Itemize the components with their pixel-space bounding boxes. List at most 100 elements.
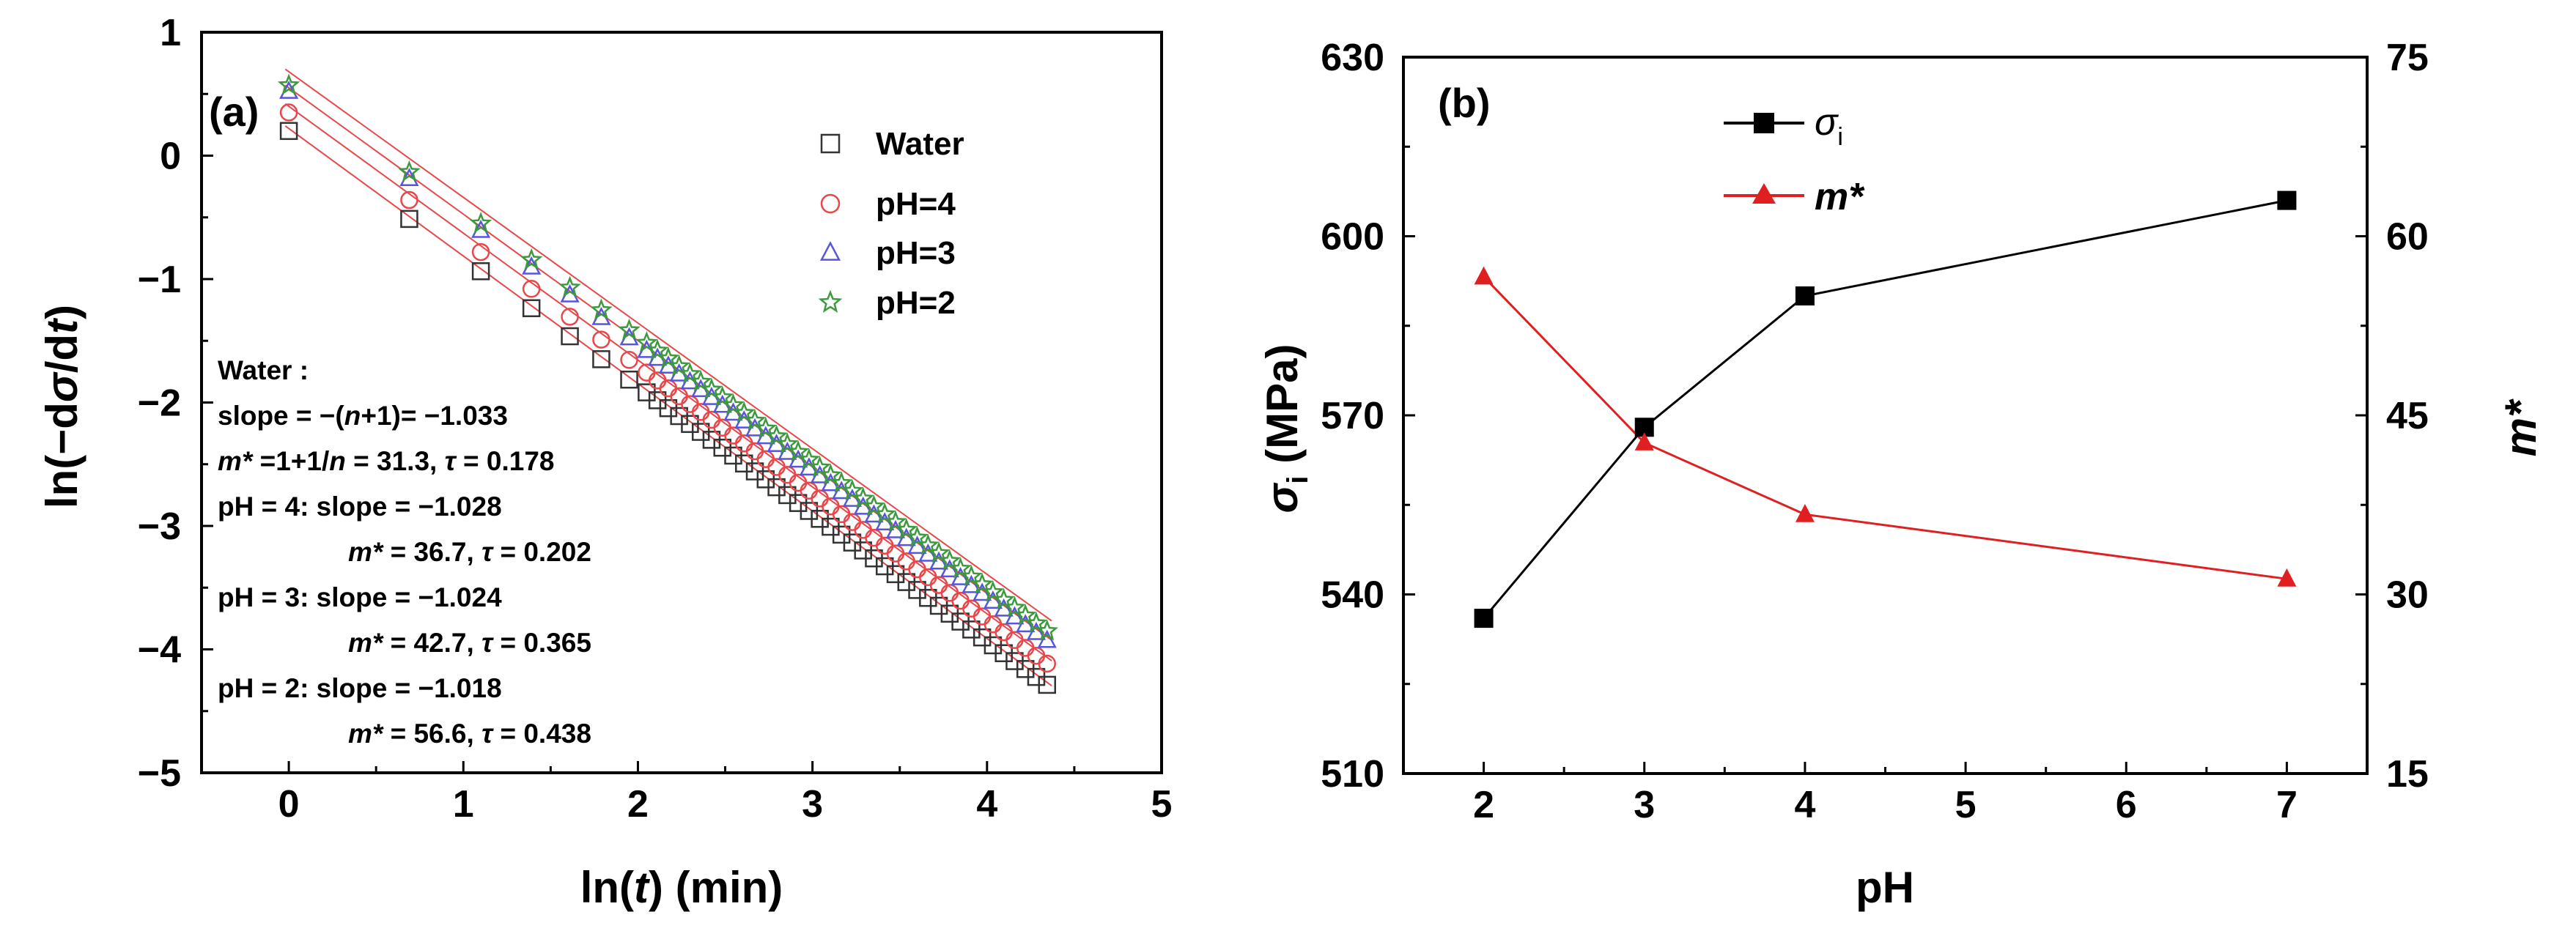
data-point-m-star (1474, 266, 1494, 285)
a-x-tick-label: 1 (453, 783, 474, 826)
annotation-ph2-m-tau: m* = 56.6, τ = 0.438 (348, 719, 591, 749)
b-right-y-tick-label: 30 (2386, 574, 2429, 617)
panel-b-x-ticks: 2 3 4 5 6 7 (1402, 762, 2369, 826)
data-point-sigma (1474, 609, 1494, 628)
b-x-tick-label: 4 (1794, 784, 1815, 826)
data-point-Water (279, 122, 298, 141)
data-point-pH=3 (973, 582, 992, 601)
a-y-tick-label: −4 (138, 629, 181, 672)
data-point-pH=2 (786, 440, 810, 461)
b-x-tick-label: 3 (1634, 784, 1655, 826)
data-point-pH=2 (992, 587, 1015, 610)
panel-b-series-lines (1483, 199, 2287, 620)
panel-b-label: (b) (1438, 80, 1491, 126)
legend-marker-pH=4 (820, 193, 841, 214)
data-point-pH=2 (646, 338, 669, 360)
fit-line-Water (284, 125, 1052, 686)
panel-a-label: (a) (209, 89, 259, 135)
a-y-tick-label: −1 (138, 259, 181, 301)
legend-label-ph2: pH=2 (876, 285, 956, 321)
panel-a-x-axis-label: ln(t) (min) (580, 863, 783, 912)
legend-label-ph3: pH=3 (876, 235, 956, 271)
b-right-y-tick-label: 75 (2386, 37, 2429, 79)
data-point-pH=2 (819, 463, 842, 485)
a-x-tick-label: 2 (627, 783, 649, 826)
data-point-pH=2 (895, 518, 918, 540)
data-point-Water (522, 299, 541, 317)
panel-b-legend: σi m* (1724, 101, 1865, 218)
data-point-pH=2 (1025, 611, 1048, 633)
legend-marker-pH=2 (818, 289, 843, 313)
a-y-tick-label: −5 (138, 752, 181, 795)
data-point-pH=2 (635, 331, 658, 353)
series-line-sigma (1483, 199, 2287, 620)
data-point-Water (471, 262, 490, 281)
panel-b-x-axis-label: pH (1856, 863, 1914, 912)
data-point-pH=2 (981, 580, 1005, 602)
legend-marker-pH=3 (819, 241, 841, 261)
data-point-sigma (1795, 286, 1815, 305)
b-right-y-tick-label: 60 (2386, 216, 2429, 259)
legend-label-m-star: m* (1815, 176, 1865, 218)
legend-label-sigma: σi (1815, 101, 1843, 151)
data-point-pH=2 (398, 160, 421, 182)
data-point-pH=4 (279, 103, 298, 122)
panel-a-annotations: Water : slope = −(n+1)= −1.033 m* =1+1/n… (218, 355, 591, 749)
annotation-ph4-slope: pH = 4: slope = −1.028 (218, 492, 502, 522)
data-point-pH=2 (700, 377, 723, 399)
data-point-Water (561, 327, 579, 346)
data-point-pH=4 (522, 280, 541, 298)
panel-b-plot-frame (1402, 56, 2369, 775)
panel-b-left-y-axis-label: σi (MPa) (1258, 344, 1314, 513)
data-point-m-star (1795, 503, 1815, 522)
legend-label-water: Water (876, 126, 964, 162)
data-point-pH=2 (679, 362, 701, 384)
data-point-pH=2 (668, 355, 690, 376)
annotation-water-slope: slope = −(n+1)= −1.033 (218, 401, 508, 431)
a-y-tick-label: 0 (160, 136, 181, 178)
data-point-pH=3 (994, 598, 1014, 617)
data-point-pH=2 (884, 510, 907, 532)
data-point-pH=3 (1037, 629, 1057, 648)
panel-b-data-points (1474, 190, 2297, 628)
data-point-Water (592, 350, 610, 368)
annotation-ph2-slope: pH = 2: slope = −1.018 (218, 673, 502, 703)
data-point-pH=2 (732, 401, 756, 423)
b-right-y-tick-label: 45 (2386, 395, 2429, 437)
data-point-pH=4 (471, 242, 490, 262)
annotation-ph3-m-tau: m* = 42.7, τ = 0.365 (348, 628, 591, 658)
data-point-pH=2 (970, 572, 994, 594)
data-point-Water (1038, 675, 1057, 694)
data-point-pH=2 (830, 471, 853, 493)
fit-line-pH=2 (284, 68, 1052, 622)
data-point-pH=2 (722, 393, 745, 415)
data-point-pH=2 (938, 549, 962, 571)
data-point-m-star (2277, 568, 2297, 587)
b-x-tick-label: 7 (2276, 784, 2298, 826)
data-point-pH=2 (873, 502, 896, 524)
data-point-pH=2 (797, 448, 821, 470)
data-point-pH=2 (558, 275, 581, 297)
data-point-pH=2 (743, 409, 767, 431)
data-point-pH=3 (962, 574, 981, 593)
data-point-sigma (2277, 190, 2297, 210)
a-x-tick-label: 4 (976, 783, 997, 826)
b-left-y-tick-label: 600 (1321, 216, 1384, 259)
data-point-Water (400, 209, 418, 229)
a-x-tick-label: 5 (1151, 783, 1173, 826)
data-point-pH=2 (1036, 619, 1059, 641)
data-point-pH=2 (927, 541, 951, 563)
data-point-pH=2 (863, 494, 885, 516)
b-x-tick-label: 5 (1955, 784, 1977, 826)
a-x-tick-label: 0 (278, 783, 300, 826)
a-y-tick-label: −2 (138, 382, 181, 425)
data-point-pH=2 (949, 557, 972, 579)
data-point-pH=2 (754, 416, 778, 439)
data-point-Water (620, 370, 638, 389)
annotation-water-header: Water : (218, 355, 309, 385)
data-point-pH=3 (983, 590, 1003, 609)
panel-b-right-y-axis-label: m* (2496, 398, 2545, 456)
data-point-pH=4 (400, 190, 418, 209)
